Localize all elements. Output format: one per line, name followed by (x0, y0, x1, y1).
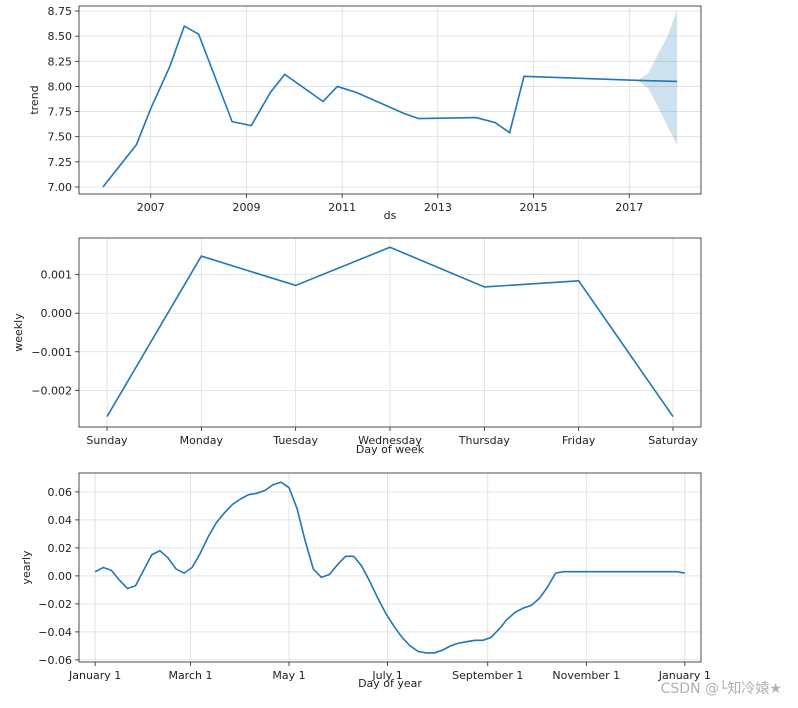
y-axis-label: yearly (20, 550, 33, 585)
trend-series-line (102, 24, 678, 188)
panel-trend: 2007 2009 2011 2013 2015 2017 7.00 7.25 7.50 7.75… (28, 5, 702, 222)
y-tick-label: 0.000 (41, 307, 73, 320)
x-tick-label: 2017 (615, 201, 643, 214)
weekly-series-line (106, 246, 674, 418)
x-tick-label: May 1 (272, 669, 305, 682)
x-tick-label: 2013 (424, 201, 452, 214)
y-tick-label: 0.00 (48, 570, 73, 583)
y-tick-label: −0.002 (31, 384, 72, 397)
x-tick-label: Tuesday (272, 434, 318, 447)
x-tick-label: January 1 (68, 669, 121, 682)
x-tick-label: 2007 (137, 201, 165, 214)
y-tick-label: −0.001 (31, 346, 72, 359)
y-tick-label: −0.02 (38, 598, 72, 611)
y-tick-label: 8.50 (48, 30, 73, 43)
y-tick-label: −0.06 (38, 654, 72, 667)
x-tick-label: September 1 (452, 669, 523, 682)
panel-yearly: January 1 March 1 May 1 July 1 September 1 No… (20, 472, 711, 690)
y-tick-label: 0.06 (48, 486, 73, 499)
y-tick-label: −0.04 (38, 626, 72, 639)
x-axis-label: ds (384, 209, 397, 222)
x-tick-label: November 1 (552, 669, 620, 682)
y-tick-label: 8.75 (48, 5, 73, 18)
y-tick-label: 0.04 (48, 514, 73, 527)
yearly-series-line (94, 481, 685, 654)
x-tick-label: Monday (180, 434, 224, 447)
x-tick-label: Wednesday (358, 434, 422, 447)
x-tick-label: January 1 (658, 669, 711, 682)
y-tick-label: 7.50 (48, 131, 73, 144)
y-axis-label: trend (28, 85, 41, 114)
watermark-text: CSDN @└知冷媴★ (660, 681, 782, 697)
x-tick-label: Friday (562, 434, 596, 447)
y-tick-label: 7.00 (48, 181, 73, 194)
x-tick-label: July 1 (371, 669, 402, 682)
plot-frame (78, 472, 702, 663)
x-tick-label: Saturday (648, 434, 698, 447)
x-tick-label: 2011 (328, 201, 356, 214)
x-tick-label: Thursday (458, 434, 511, 447)
x-axis-label: Day of week (356, 443, 425, 456)
y-tick-label: 0.001 (41, 269, 73, 282)
x-axis-label: Day of year (358, 677, 422, 690)
x-tick-label: March 1 (168, 669, 212, 682)
uncertainty-band (638, 10, 678, 145)
plot-frame (78, 5, 702, 195)
y-tick-label: 7.75 (48, 106, 73, 119)
y-tick-label: 8.00 (48, 80, 73, 93)
y-axis-label: weekly (12, 313, 25, 352)
y-tick-label: 7.25 (48, 156, 73, 169)
panel-weekly: Sunday Monday Tuesday Wednesday Thursday Frid… (12, 237, 702, 456)
x-tick-label: 2009 (232, 201, 260, 214)
y-tick-label: 0.02 (48, 542, 73, 555)
x-tick-label: Sunday (86, 434, 128, 447)
y-tick-label: 8.25 (48, 55, 73, 68)
x-tick-label: 2015 (520, 201, 548, 214)
